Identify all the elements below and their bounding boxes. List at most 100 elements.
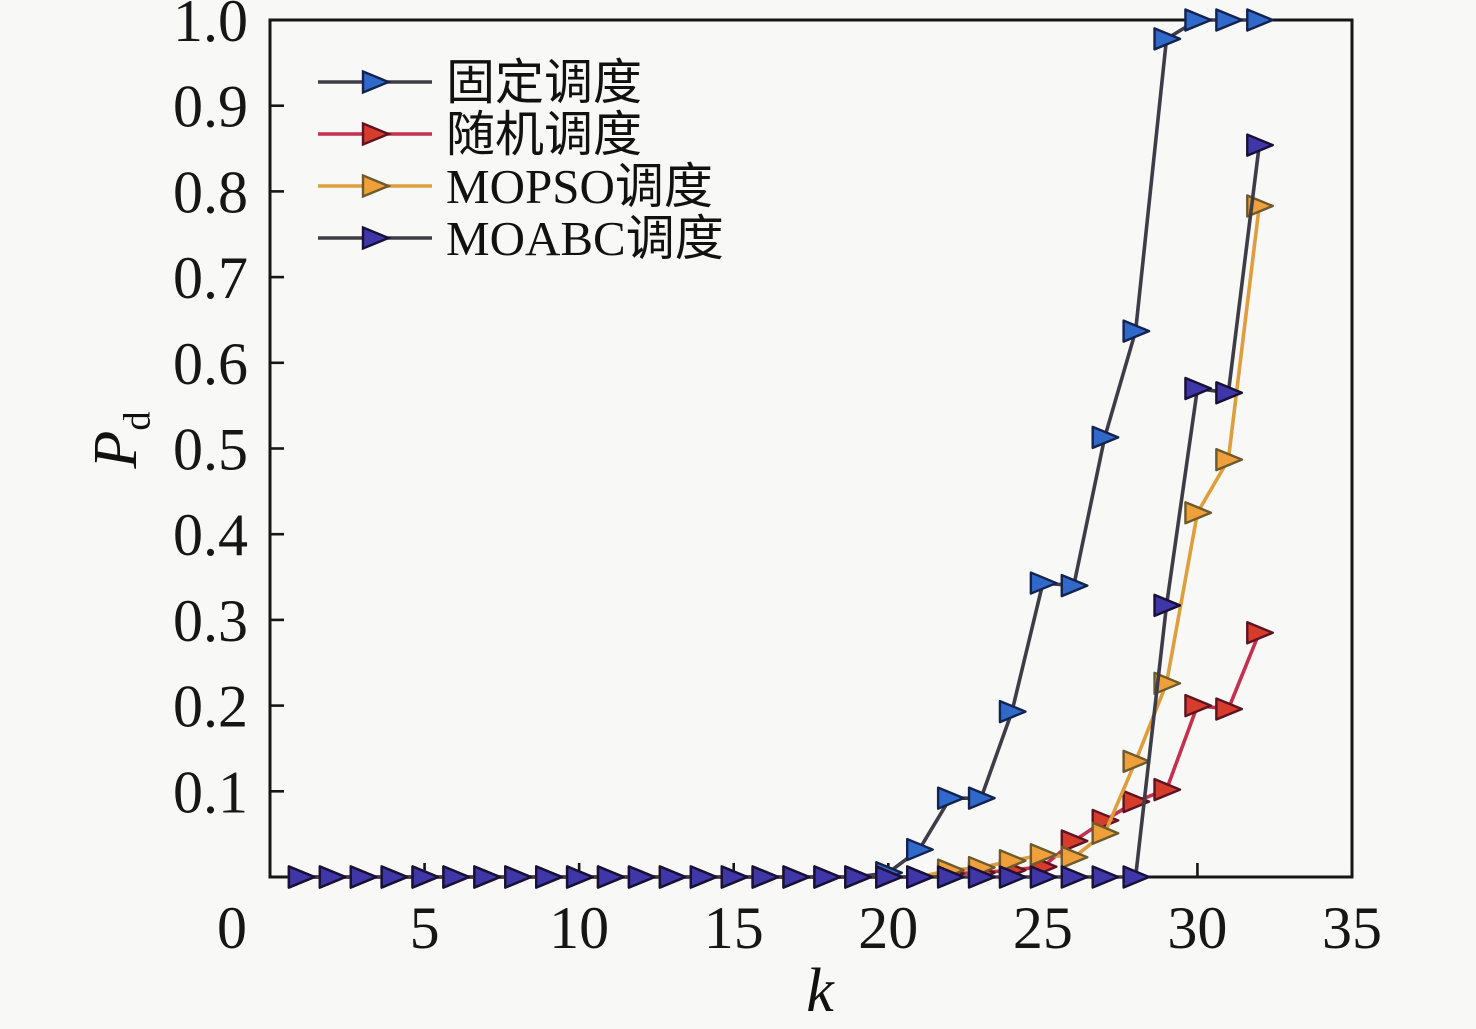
data-point-marker-fixed-scheduling [1153, 27, 1182, 51]
data-point-marker-moabc-scheduling [844, 865, 873, 889]
legend-sample-svg [318, 69, 432, 95]
y-tick-label: 0.6 [173, 331, 248, 397]
data-point-marker-moabc-scheduling [998, 865, 1027, 889]
data-point-marker-moabc-scheduling [689, 865, 718, 889]
legend-sample-svg [318, 225, 432, 251]
legend-label: 随机调度 [446, 106, 643, 162]
data-point-marker-moabc-scheduling [442, 865, 471, 889]
data-point-marker-mopso-scheduling [998, 849, 1027, 873]
data-point-marker-mopso-scheduling [1060, 845, 1089, 869]
data-point-marker-random-scheduling [1246, 621, 1274, 645]
data-point-marker-fixed-scheduling [998, 699, 1027, 724]
data-point-marker-random-scheduling [1153, 777, 1182, 802]
legend-sample-line-marker-icon [316, 168, 434, 204]
data-point-marker-random-scheduling [1122, 789, 1151, 814]
x-tick-label: 15 [704, 895, 764, 961]
legend-item-mopso-scheduling: MOPSO调度 [316, 160, 724, 212]
legend-item-moabc-scheduling: MOABC调度 [316, 212, 724, 264]
legend-sample-svg [318, 173, 432, 199]
data-point-marker-moabc-scheduling [473, 865, 502, 889]
data-point-marker-random-scheduling [1215, 697, 1244, 721]
data-point-marker-moabc-scheduling [936, 865, 965, 889]
legend-marker-icon [361, 225, 392, 251]
data-point-marker-moabc-scheduling [1153, 593, 1182, 618]
legend-marker-icon [361, 69, 392, 95]
data-point-marker-moabc-scheduling [875, 865, 903, 889]
x-axis-label: k [806, 957, 834, 1025]
data-point-marker-moabc-scheduling [906, 865, 934, 889]
data-point-marker-mopso-scheduling [1091, 821, 1120, 845]
data-point-marker-random-scheduling [1060, 829, 1089, 853]
legend-sample-svg [318, 121, 432, 147]
data-point-marker-fixed-scheduling [1215, 8, 1244, 32]
y-tick-label: 0.7 [173, 245, 248, 311]
data-point-marker-moabc-scheduling [1215, 381, 1244, 405]
series-line-mopso-scheduling [300, 205, 1262, 879]
data-point-marker-moabc-scheduling [1184, 376, 1213, 401]
y-tick-label: 0.1 [173, 759, 248, 825]
data-point-marker-mopso-scheduling [1153, 671, 1182, 696]
y-tick-label: 0.8 [173, 159, 248, 225]
x-tick-label: 10 [549, 895, 609, 961]
x-tick-label: 5 [410, 895, 440, 961]
data-point-marker-moabc-scheduling [504, 865, 533, 889]
y-tick-label: 0.9 [173, 74, 248, 140]
x-tick-label: 30 [1167, 895, 1227, 961]
data-point-marker-moabc-scheduling [627, 865, 656, 889]
data-point-marker-moabc-scheduling [1060, 865, 1089, 889]
legend-label: 固定调度 [446, 54, 643, 110]
data-point-marker-fixed-scheduling [1091, 425, 1120, 450]
x-tick-label: 20 [858, 895, 918, 961]
data-point-marker-moabc-scheduling [1122, 865, 1151, 889]
data-point-marker-moabc-scheduling [411, 865, 440, 889]
data-point-marker-moabc-scheduling [1091, 865, 1120, 889]
y-axis-label-subscript: d [116, 411, 159, 431]
y-tick-label: 1.0 [173, 0, 248, 54]
data-point-marker-fixed-scheduling [906, 837, 934, 862]
data-point-marker-moabc-scheduling [596, 865, 625, 889]
data-point-marker-moabc-scheduling [751, 865, 780, 889]
data-point-marker-mopso-scheduling [1184, 501, 1213, 525]
y-axis-label: Pd [82, 380, 159, 500]
series-line-random-scheduling [300, 632, 1261, 879]
data-point-marker-moabc-scheduling [813, 865, 842, 889]
data-point-marker-moabc-scheduling [535, 865, 563, 889]
y-tick-label: 0.5 [173, 417, 248, 483]
data-point-marker-moabc-scheduling [967, 865, 996, 889]
y-axis-label-main: P [82, 430, 150, 469]
data-point-marker-moabc-scheduling [658, 865, 687, 889]
x-tick-label: 35 [1322, 895, 1382, 961]
data-point-marker-moabc-scheduling [1246, 133, 1274, 157]
data-point-marker-moabc-scheduling [318, 865, 347, 889]
data-point-marker-moabc-scheduling [565, 865, 594, 889]
data-point-marker-fixed-scheduling [1029, 571, 1058, 595]
data-point-marker-mopso-scheduling [1215, 447, 1244, 472]
data-point-marker-fixed-scheduling [1246, 8, 1274, 32]
data-point-marker-fixed-scheduling [1122, 319, 1151, 343]
data-point-marker-moabc-scheduling [1029, 865, 1058, 889]
data-point-marker-mopso-scheduling [1122, 749, 1151, 774]
data-point-marker-moabc-scheduling [380, 865, 409, 889]
data-point-marker-moabc-scheduling [782, 865, 811, 889]
legend-sample-line-marker-icon [316, 64, 434, 100]
legend-label: MOABC调度 [446, 210, 724, 266]
data-point-marker-fixed-scheduling [1184, 8, 1213, 32]
y-tick-label: 0.4 [173, 502, 248, 568]
data-point-marker-fixed-scheduling [1060, 573, 1089, 598]
data-point-marker-fixed-scheduling [967, 786, 996, 810]
legend-sample-line-marker-icon [316, 220, 434, 256]
legend: 固定调度 随机调度 MOPSO调度 MOABC调度 [316, 56, 724, 264]
data-point-marker-moabc-scheduling [720, 865, 749, 889]
legend-marker-icon [361, 121, 392, 147]
legend-marker-icon [361, 173, 392, 199]
data-point-marker-moabc-scheduling [349, 865, 378, 889]
origin-tick-label: 0 [217, 895, 247, 961]
legend-sample-line-marker-icon [316, 116, 434, 152]
legend-item-random-scheduling: 随机调度 [316, 108, 724, 160]
legend-label: MOPSO调度 [446, 158, 713, 214]
data-point-marker-random-scheduling [1184, 693, 1213, 718]
data-point-marker-mopso-scheduling [1029, 843, 1058, 867]
y-tick-label: 0.3 [173, 588, 248, 654]
legend-item-fixed-scheduling: 固定调度 [316, 56, 724, 108]
